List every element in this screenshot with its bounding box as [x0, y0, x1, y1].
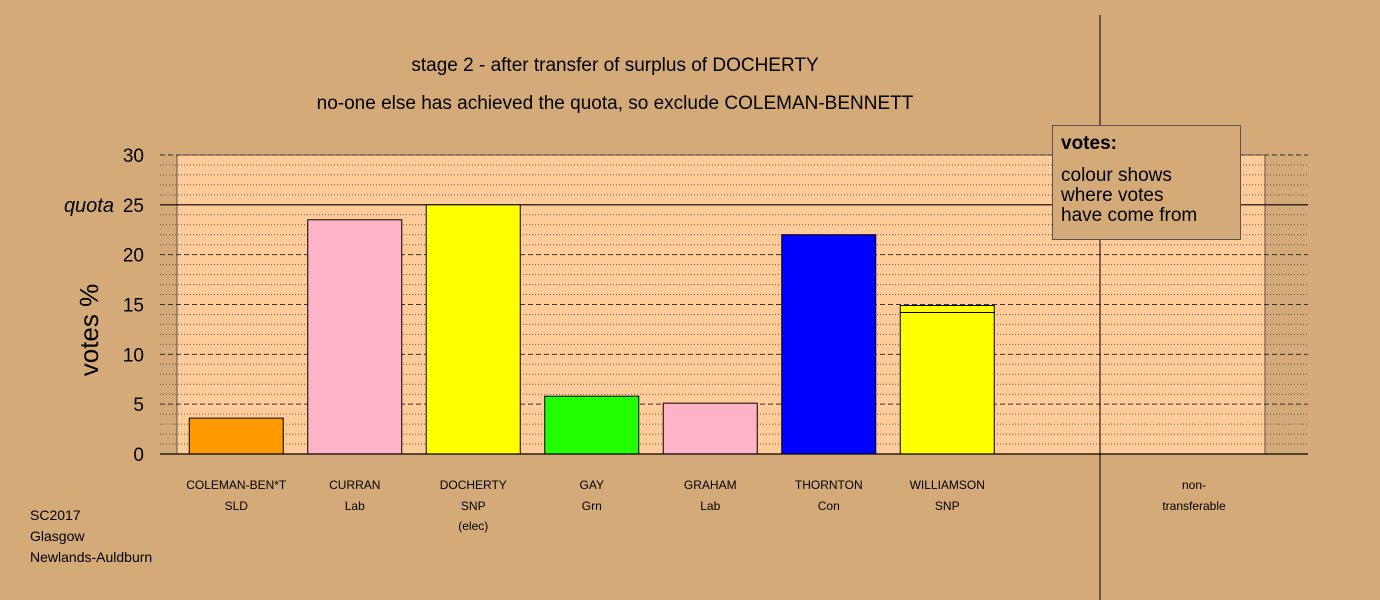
footer-council: Glasgow [30, 528, 85, 544]
legend: votes: colour shows where votes have com… [1052, 125, 1241, 240]
bar-segment [781, 234, 877, 455]
elected-note-label: (elec) [458, 519, 488, 533]
legend-line: where votes [1061, 185, 1164, 206]
legend-line: have come from [1061, 205, 1198, 226]
bar-segment [899, 311, 995, 455]
y-tick-label: 0 [133, 445, 144, 466]
y-tick-label: 30 [123, 146, 144, 167]
party-label: SLD [225, 499, 249, 513]
y-tick-label: 25 [123, 196, 144, 217]
candidate-name-label: CURRAN [329, 478, 380, 492]
party-label: SNP [461, 499, 486, 513]
candidate-name-label: THORNTON [795, 478, 863, 492]
bar-segment [662, 402, 758, 455]
bar-segment [188, 417, 284, 455]
candidate-name-label: GRAHAM [684, 478, 737, 492]
footer-election: SC2017 [30, 507, 81, 523]
nontransferable-label: non- [1182, 478, 1206, 492]
chart-subtitle: no-one else has achieved the quota, so e… [316, 93, 914, 114]
party-label: Grn [582, 499, 602, 513]
bar-segment [425, 204, 521, 455]
chart-title: stage 2 - after transfer of surplus of D… [411, 55, 819, 76]
bar-segment [899, 304, 995, 313]
y-tick-label: 20 [123, 246, 144, 267]
party-label: Lab [700, 499, 720, 513]
y-tick-label: 10 [123, 345, 144, 366]
candidate-name-label: WILLIAMSON [910, 478, 985, 492]
footer-ward: Newlands-Auldburn [30, 549, 153, 565]
bar-segment [544, 395, 640, 455]
y-axis-label: votes % [74, 284, 104, 377]
party-label: Lab [345, 499, 365, 513]
legend-line: colour shows [1061, 165, 1172, 186]
nontransferable-label: transferable [1162, 499, 1226, 513]
party-label: SNP [935, 499, 960, 513]
y-tick-label: 15 [123, 296, 144, 317]
y-tick-label: 5 [133, 395, 144, 416]
footer: SC2017 Glasgow Newlands-Auldburn [30, 505, 152, 568]
quota-label: quota [64, 195, 114, 217]
candidate-name-label: COLEMAN-BEN*T [186, 478, 287, 492]
legend-title: votes: [1061, 133, 1117, 154]
candidate-name-label: GAY [580, 478, 604, 492]
bar-segment [307, 219, 403, 455]
candidate-name-label: DOCHERTY [440, 478, 507, 492]
party-label: Con [818, 499, 840, 513]
